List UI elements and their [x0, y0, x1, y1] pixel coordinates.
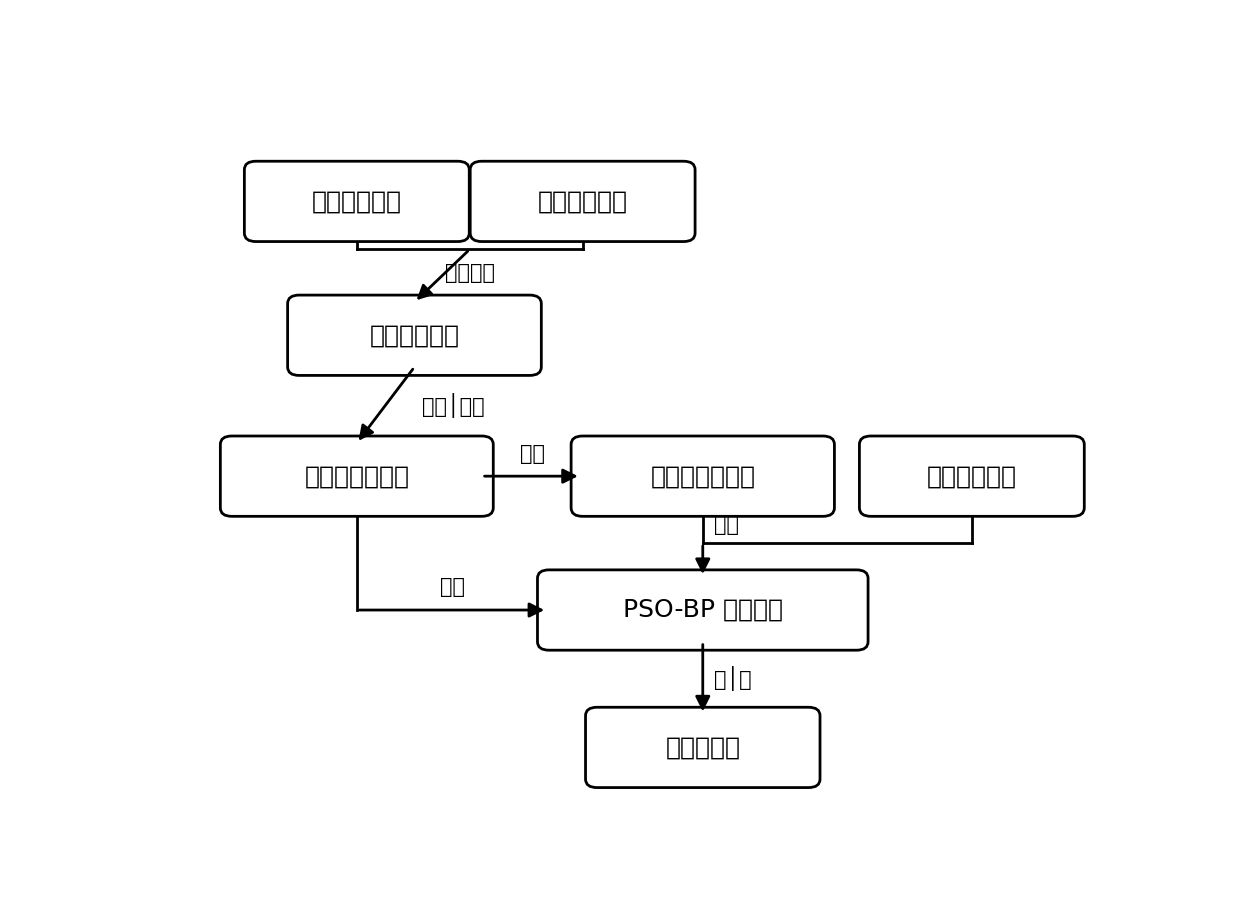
Text: 计算提取: 计算提取 — [445, 263, 495, 283]
Text: 叠后地震数据: 叠后地震数据 — [538, 189, 627, 213]
FancyBboxPatch shape — [221, 436, 494, 516]
Text: 优选的地震属性: 优选的地震属性 — [304, 464, 409, 489]
FancyBboxPatch shape — [244, 161, 469, 242]
Text: 井位置含气量: 井位置含气量 — [926, 464, 1017, 489]
Text: 聚类│分析: 聚类│分析 — [422, 393, 485, 418]
Text: 提取: 提取 — [520, 444, 544, 464]
Text: PSO-BP 预测模型: PSO-BP 预测模型 — [622, 598, 782, 622]
Text: 煤层含气量: 煤层含气量 — [666, 736, 740, 759]
FancyBboxPatch shape — [572, 436, 835, 516]
FancyBboxPatch shape — [585, 707, 820, 788]
FancyBboxPatch shape — [537, 570, 868, 651]
FancyBboxPatch shape — [470, 161, 696, 242]
FancyBboxPatch shape — [288, 296, 542, 375]
Text: 井位置地震属性: 井位置地震属性 — [650, 464, 755, 489]
Text: 预│测: 预│测 — [714, 666, 751, 691]
Text: 多种地震属性: 多种地震属性 — [370, 323, 460, 348]
Text: 叠前地震数据: 叠前地震数据 — [311, 189, 402, 213]
Text: 训练: 训练 — [714, 515, 739, 535]
Text: 输入: 输入 — [440, 577, 465, 597]
FancyBboxPatch shape — [859, 436, 1084, 516]
